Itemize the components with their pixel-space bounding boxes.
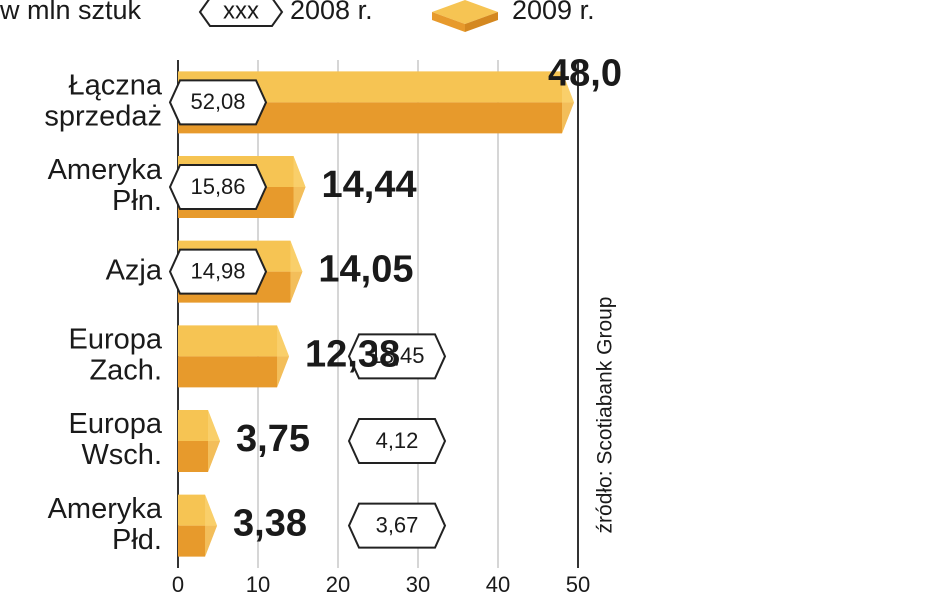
value-label: 3,67 [376,512,419,537]
value-label: 14,98 [190,258,245,283]
hex-label: 15,86 [168,164,268,210]
legend-hex [198,0,284,27]
y-tick-label: Płd. [112,524,162,556]
bar-cap [290,240,303,303]
x-tick-label: 50 [566,572,590,593]
bar-cap [205,494,218,557]
y-tick-label: Ameryka [48,493,163,525]
value-label: 3,38 [233,503,307,545]
value-label: 13,45 [369,343,424,368]
hex-label: 13,45 [347,333,447,380]
bar-cap [562,71,574,134]
bar [178,410,220,472]
y-tick-label: Zach. [89,354,162,386]
hex [168,164,268,210]
legend-label: 2008 r. [290,0,373,25]
value-label: 52,08 [190,89,245,114]
value-label: 14,05 [318,249,413,291]
hex [347,418,447,464]
legend-label: 2009 r. [512,0,595,25]
y-tick-label: Płn. [112,185,162,217]
bar-cap [208,410,220,472]
bar-cap [277,325,290,388]
bar-bottom [178,102,574,134]
y-tick-label: Ameryka [48,154,163,186]
hex-label: 3,67 [347,502,447,549]
value-label: 48,0 [548,52,622,94]
hex [347,502,447,549]
bar-bottom [178,356,290,388]
bar [178,325,290,388]
bar-cap [293,156,306,218]
source: źródło: Scotiabank Group [594,297,617,534]
y-tick-label: Azja [106,254,163,286]
x-tick-label: 40 [486,572,510,593]
y-tick-label: Europa [68,323,162,355]
hex [347,333,447,380]
value-label: 12,38 [305,333,400,375]
bar-top [178,71,574,103]
hex-label: 4,12 [347,418,447,464]
chart-subtitle: w mln sztuk [0,0,142,25]
value-label: 3,75 [236,418,310,460]
hex [168,79,268,126]
bar [178,494,218,557]
y-tick-label: sprzedaż [44,100,162,132]
bar [178,71,574,134]
value-label: 4,12 [376,428,419,453]
y-tick-label: Europa [68,408,162,440]
hex-label: 52,08 [168,79,268,126]
hex-label: 14,98 [168,248,268,295]
value-label: 15,86 [190,174,245,199]
hex [168,248,268,295]
x-tick-label: 0 [172,572,184,593]
y-tick-label: Łączna [68,69,162,101]
legend-box [432,0,498,32]
legend-sample: xxx [223,0,259,24]
x-tick-label: 30 [406,572,430,593]
value-label: 14,44 [322,164,417,206]
bar-top [178,325,290,357]
x-tick-label: 20 [326,572,350,593]
y-tick-label: Wsch. [81,439,162,471]
x-tick-label: 10 [246,572,270,593]
